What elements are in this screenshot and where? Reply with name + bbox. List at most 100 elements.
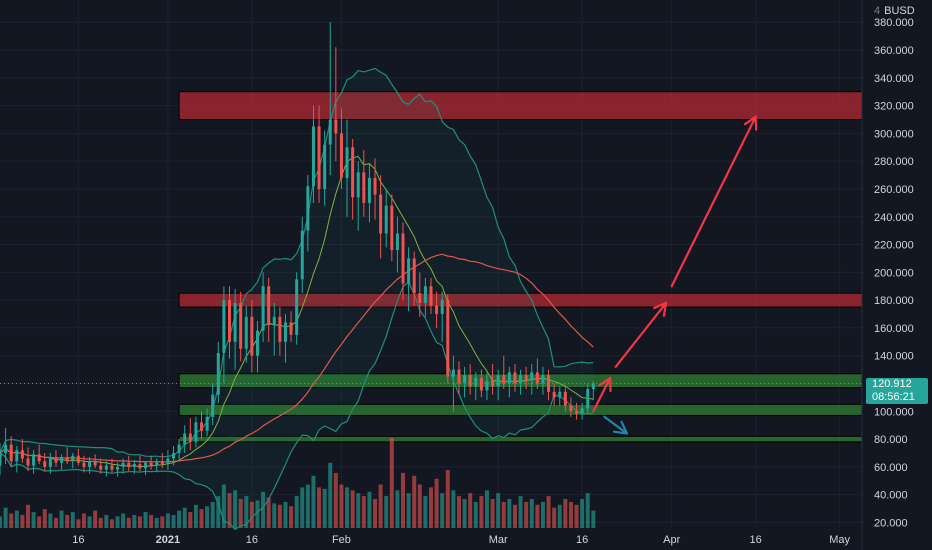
candle-body <box>474 377 478 387</box>
volume-bar <box>412 475 417 528</box>
candle-body <box>65 457 69 462</box>
down-arrow-head <box>612 420 629 435</box>
resistance-zone <box>178 91 863 120</box>
volume-bar <box>451 490 456 528</box>
candle-body <box>552 391 556 398</box>
volume-bar <box>322 488 327 528</box>
price-tick-label: 320.000 <box>874 101 914 113</box>
volume-bar <box>20 514 25 528</box>
volume-bar <box>568 501 573 528</box>
volume-bar <box>345 487 350 528</box>
candle-body <box>48 458 52 467</box>
volume-bar <box>557 504 562 528</box>
time-tick-label: Mar <box>489 534 508 546</box>
candle-body <box>569 405 573 412</box>
volume-bar <box>93 510 98 528</box>
candle-body <box>541 375 545 384</box>
price-axis[interactable]: 20.00040.00060.00080.000100.000120.00014… <box>861 0 932 550</box>
volume-bar <box>216 496 221 528</box>
up-arrow-head <box>743 115 758 131</box>
candle-body <box>138 464 142 469</box>
candle-body <box>356 172 360 198</box>
candle-body <box>547 375 551 392</box>
last-price-value: 120.912 <box>872 378 912 390</box>
projection-arrows <box>592 115 758 435</box>
candle-body <box>227 300 231 342</box>
volume-bar <box>529 499 534 528</box>
time-axis[interactable]: 16 2021 16 Feb Mar 16 Apr 16 May <box>72 534 850 546</box>
candle-body <box>104 465 108 470</box>
price-tick-label: 60.000 <box>874 462 908 474</box>
volume-bar <box>81 513 86 528</box>
candle-body <box>563 391 567 406</box>
price-tick-label: 180.000 <box>874 295 914 307</box>
candle-body <box>379 194 383 234</box>
volume-bar <box>591 510 596 528</box>
volume-bar <box>300 487 305 528</box>
candle-body <box>311 126 315 187</box>
candle-body <box>519 375 523 384</box>
volume-bar <box>445 470 450 528</box>
volume-bar <box>356 493 361 528</box>
moving-average-slow <box>0 253 594 463</box>
volume-bar <box>289 506 294 528</box>
volume-bar <box>244 496 249 528</box>
volume-bar <box>552 507 557 528</box>
candle-body <box>317 126 321 189</box>
candle-body <box>82 462 86 467</box>
volume-bar <box>261 491 266 528</box>
candle-body <box>110 465 114 470</box>
up-arrow-shaft <box>592 376 612 413</box>
volume-bar <box>272 503 277 528</box>
volume-bar <box>76 519 81 528</box>
candle-body <box>26 458 30 466</box>
last-price-countdown: 08:56:21 <box>872 391 915 403</box>
volume-bar <box>462 499 467 528</box>
volume-bar <box>585 493 590 528</box>
candle-body <box>345 147 349 178</box>
volume-bar <box>294 496 299 528</box>
volume-bar <box>317 487 322 528</box>
candle-body <box>502 375 506 384</box>
price-tick-label: 360.000 <box>874 45 914 57</box>
volume-bar <box>283 501 288 528</box>
candle-body <box>435 305 439 315</box>
candle-body <box>15 450 19 462</box>
volume-bar <box>160 516 165 528</box>
candle-body <box>390 205 394 251</box>
bollinger-upper <box>0 67 594 458</box>
volume-bar <box>540 501 545 528</box>
candle-body <box>188 433 192 442</box>
candle-body <box>166 458 170 465</box>
candle-body <box>300 230 304 280</box>
candle-body <box>558 391 562 398</box>
candle-body <box>491 380 495 387</box>
candle-body <box>216 352 220 395</box>
price-tick-label: 40.000 <box>874 490 908 502</box>
volume-bar <box>277 504 282 528</box>
price-tick-label: 380.000 <box>874 17 914 29</box>
currency-label[interactable]: 4 BUSD <box>874 5 915 17</box>
candle-body <box>323 144 327 189</box>
candle-body <box>446 300 450 377</box>
up-arrow-shaft <box>614 301 668 368</box>
volume-bar <box>580 499 585 528</box>
candle-body <box>60 457 64 463</box>
volume-bar <box>373 499 378 528</box>
volume-bar <box>429 487 433 528</box>
volume-bar <box>126 517 131 528</box>
candle-body <box>155 461 159 466</box>
candle-body <box>183 433 187 445</box>
volume-bar <box>14 510 19 528</box>
volume-bar <box>249 501 254 528</box>
volume-bar <box>59 510 64 528</box>
candle-body <box>496 375 500 387</box>
up-arrow-head <box>598 376 612 393</box>
candle-body <box>121 462 125 467</box>
candle-body <box>507 372 511 384</box>
candle-body <box>339 133 343 178</box>
volume-bar <box>333 472 338 528</box>
candle-body <box>116 466 120 470</box>
price-tick-label: 280.000 <box>874 156 914 168</box>
